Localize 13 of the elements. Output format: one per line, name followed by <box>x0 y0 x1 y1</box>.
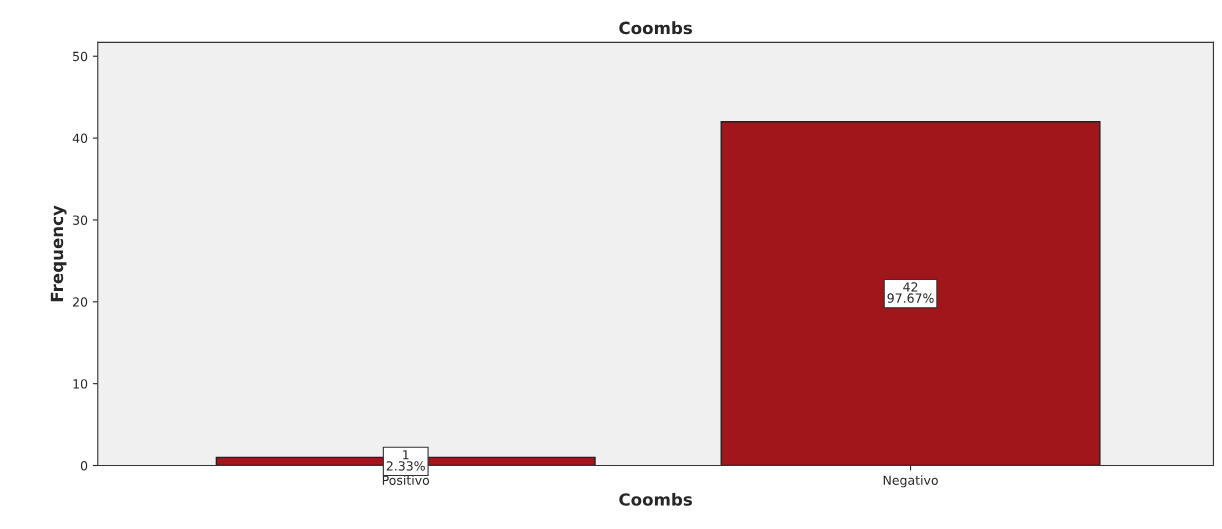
x-tick-label: Negativo <box>883 475 938 488</box>
y-tick-label: 0 <box>80 460 88 471</box>
y-tick-label: 50 <box>73 51 88 62</box>
data-label: 42 97.67% <box>887 282 934 303</box>
y-axis-title: Frequency <box>50 205 67 302</box>
x-axis-title: Coombs <box>619 492 692 506</box>
y-tick-label: 10 <box>73 379 88 389</box>
chart-title: Coombs <box>619 21 692 35</box>
x-tick-label: Positivo <box>382 475 430 485</box>
y-tick-label: 20 <box>73 297 88 307</box>
y-tick-label: 40 <box>72 133 88 144</box>
data-label: 1 2.33% <box>386 450 425 471</box>
y-tick-label: 30 <box>73 215 88 225</box>
